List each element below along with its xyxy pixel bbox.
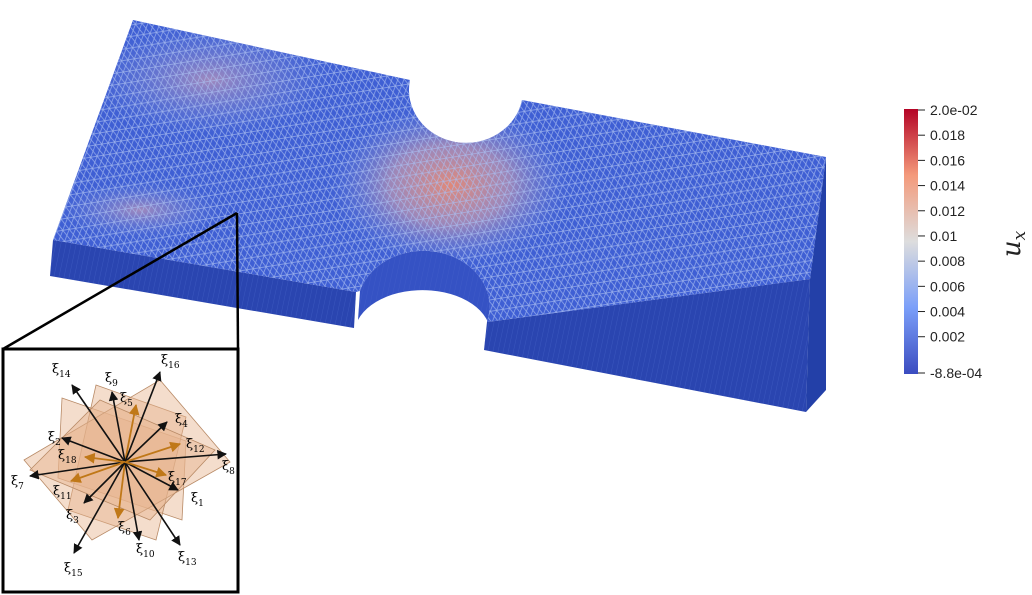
- label-xi-14: ξ14: [52, 362, 71, 380]
- arrow-xi-10: [124, 461, 143, 541]
- arrow-xi-11: [69, 461, 126, 483]
- arrow-xi-1: [124, 461, 179, 491]
- arrow-xi-14: [71, 384, 126, 463]
- label-xi-6: ξ6: [118, 520, 131, 538]
- label-xi-5: ξ5: [120, 391, 133, 409]
- arrow-xi-15: [73, 461, 126, 554]
- arrow-xi-18: [83, 452, 126, 464]
- arrow-xi-9: [108, 391, 126, 463]
- colorbar-tick-label: 0.006: [930, 278, 965, 294]
- arrow-xi-4: [124, 421, 168, 463]
- colorbar-tick-label: 0.01: [930, 228, 957, 244]
- zoom-callout: [2, 211, 240, 351]
- arrow-xi-7: [29, 461, 126, 480]
- colorbar-tick-label: 0.002: [930, 329, 965, 345]
- colorbar-tick-label: 0.018: [930, 127, 965, 143]
- zoom-line-right: [235, 212, 240, 350]
- arrow-xi-13: [124, 461, 181, 546]
- colorbar-tick-label: -8.8e-04: [930, 365, 982, 381]
- label-xi-9: ξ9: [105, 371, 118, 389]
- arrow-xi-3: [83, 461, 126, 504]
- arrow-xi-5: [124, 403, 140, 463]
- label-xi-16: ξ16: [161, 353, 180, 371]
- label-xi-4: ξ4: [175, 412, 188, 430]
- inset-arrows: [29, 371, 227, 554]
- specimen-side-front-right-lines: [484, 279, 810, 412]
- specimen-notch-inner-lines: [358, 250, 491, 348]
- label-xi-18: ξ18: [58, 448, 77, 466]
- colorbar-gradient: [904, 109, 918, 374]
- label-xi-15: ξ15: [64, 561, 83, 579]
- colorbar-tick-label: 0.014: [930, 178, 965, 194]
- label-xi-8: ξ8: [222, 459, 235, 477]
- label-xi-1: ξ1: [191, 491, 204, 509]
- label-xi-12: ξ12: [186, 437, 205, 455]
- zoom-line-left: [2, 211, 238, 351]
- colorbar-title: ux: [997, 230, 1030, 257]
- specimen-side-end: [806, 157, 826, 412]
- arrow-xi-2: [61, 436, 126, 463]
- colorbar-tick-label: 0.012: [930, 203, 965, 219]
- label-xi-3: ξ3: [66, 508, 79, 526]
- label-xi-7: ξ7: [11, 474, 24, 492]
- specimen-side-front-left-lines: [50, 240, 356, 328]
- label-xi-2: ξ2: [48, 430, 61, 448]
- label-xi-13: ξ13: [178, 550, 197, 568]
- colorbar-tick-label: 0.016: [930, 152, 965, 168]
- inset-panel: ξ1 ξ2 ξ3 ξ4 ξ5 ξ6 ξ7 ξ8 ξ9 ξ10 ξ11 ξ12 ξ…: [1, 347, 240, 594]
- inset-labels: ξ1 ξ2 ξ3 ξ4 ξ5 ξ6 ξ7 ξ8 ξ9 ξ10 ξ11 ξ12 ξ…: [11, 353, 235, 579]
- colorbar-tick-label: 0.008: [930, 253, 965, 269]
- arrow-xi-8: [124, 449, 227, 463]
- label-xi-17: ξ17: [168, 470, 187, 488]
- colorbar-tick-label: 0.004: [930, 304, 965, 320]
- label-xi-10: ξ10: [136, 542, 155, 560]
- colorbar-tick-label: 2.0e-02: [930, 102, 978, 118]
- arrow-xi-6: [113, 461, 126, 520]
- arrow-xi-12: [124, 441, 182, 463]
- arrow-xi-17: [124, 461, 168, 478]
- arrow-xi-16: [124, 371, 162, 463]
- colorbar: 2.0e-02 0.018 0.016 0.014 0.012 0.01 0.008 0.00…: [904, 102, 1030, 381]
- colorbar-ticks: 2.0e-02 0.018 0.016 0.014 0.012 0.01 0.008 0.00…: [918, 102, 982, 381]
- label-xi-11: ξ11: [53, 484, 72, 502]
